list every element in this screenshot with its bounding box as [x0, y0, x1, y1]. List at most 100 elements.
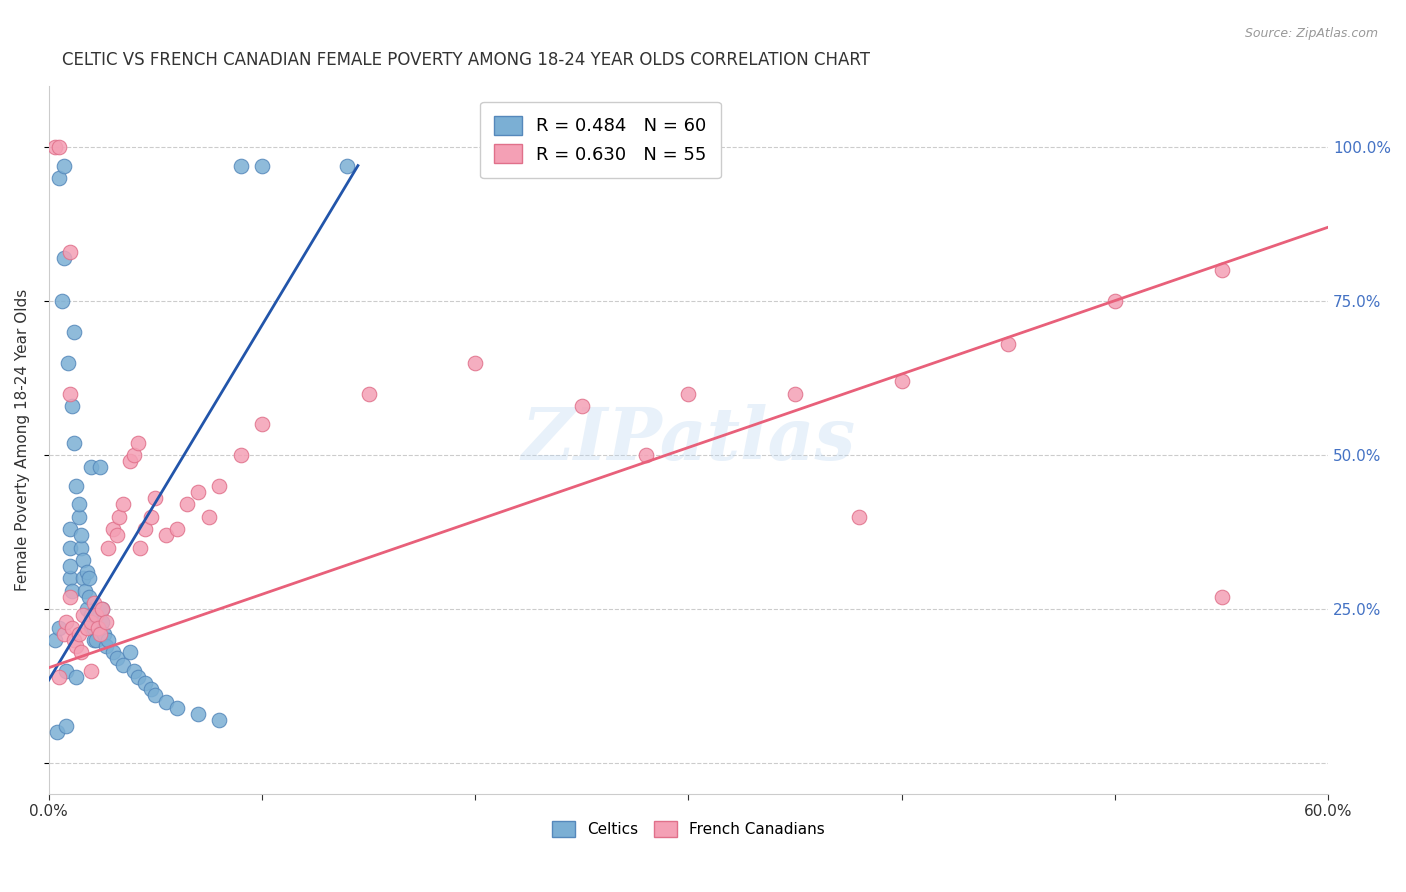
Point	[72, 608, 94, 623]
Point	[72, 571, 94, 585]
Point	[187, 485, 209, 500]
Point	[65, 670, 87, 684]
Point	[197, 509, 219, 524]
Point	[55, 664, 77, 678]
Point	[48, 621, 70, 635]
Point	[1211, 590, 1233, 604]
Point	[101, 522, 124, 536]
Point	[60, 621, 83, 635]
Point	[83, 621, 105, 635]
Point	[848, 509, 870, 524]
Point	[208, 479, 231, 493]
Text: CELTIC VS FRENCH CANADIAN FEMALE POVERTY AMONG 18-24 YEAR OLDS CORRELATION CHART: CELTIC VS FRENCH CANADIAN FEMALE POVERTY…	[62, 51, 869, 69]
Point	[129, 541, 152, 555]
Point	[250, 417, 273, 432]
Point	[80, 621, 103, 635]
Point	[96, 639, 118, 653]
Point	[55, 615, 77, 629]
Point	[783, 386, 806, 401]
Point	[67, 509, 90, 524]
Point	[96, 615, 118, 629]
Point	[127, 435, 149, 450]
Point	[87, 621, 110, 635]
Point	[91, 615, 114, 629]
Point	[166, 522, 188, 536]
Point	[76, 566, 98, 580]
Point	[69, 528, 91, 542]
Point	[112, 498, 135, 512]
Point	[997, 337, 1019, 351]
Point	[357, 386, 380, 401]
Point	[77, 590, 100, 604]
Point	[52, 251, 75, 265]
Point	[229, 448, 252, 462]
Point	[84, 608, 107, 623]
Point	[108, 509, 131, 524]
Point	[60, 399, 83, 413]
Point	[97, 541, 120, 555]
Point	[187, 706, 209, 721]
Point	[1211, 263, 1233, 277]
Point	[80, 460, 103, 475]
Point	[48, 670, 70, 684]
Point	[166, 700, 188, 714]
Point	[118, 645, 141, 659]
Point	[208, 713, 231, 727]
Point	[80, 615, 103, 629]
Point	[48, 170, 70, 185]
Point	[67, 627, 90, 641]
Point	[571, 399, 593, 413]
Point	[59, 571, 82, 585]
Point	[105, 651, 128, 665]
Point	[176, 498, 198, 512]
Point	[101, 645, 124, 659]
Y-axis label: Female Poverty Among 18-24 Year Olds: Female Poverty Among 18-24 Year Olds	[15, 289, 30, 591]
Point	[59, 559, 82, 574]
Point	[67, 498, 90, 512]
Point	[59, 522, 82, 536]
Point	[60, 583, 83, 598]
Text: Source: ZipAtlas.com: Source: ZipAtlas.com	[1244, 27, 1378, 40]
Point	[87, 621, 110, 635]
Point	[69, 541, 91, 555]
Point	[336, 159, 359, 173]
Point	[83, 632, 105, 647]
Point	[145, 491, 167, 506]
Point	[84, 632, 107, 647]
Point	[91, 602, 114, 616]
Point	[155, 695, 177, 709]
Point	[464, 356, 486, 370]
Point	[77, 571, 100, 585]
Point	[134, 676, 156, 690]
Point	[44, 632, 66, 647]
Point	[155, 528, 177, 542]
Point	[145, 689, 167, 703]
Point	[59, 541, 82, 555]
Point	[678, 386, 700, 401]
Point	[89, 460, 111, 475]
Point	[89, 627, 111, 641]
Point	[73, 583, 96, 598]
Point	[250, 159, 273, 173]
Point	[52, 159, 75, 173]
Point	[127, 670, 149, 684]
Point	[97, 632, 120, 647]
Point	[122, 664, 145, 678]
Point	[112, 657, 135, 672]
Point	[139, 509, 162, 524]
Point	[44, 140, 66, 154]
Point	[63, 325, 86, 339]
Point	[1104, 294, 1126, 309]
Point	[76, 621, 98, 635]
Point	[52, 627, 75, 641]
Point	[91, 602, 114, 616]
Point	[63, 435, 86, 450]
Point	[63, 632, 86, 647]
Point	[65, 639, 87, 653]
Point	[105, 528, 128, 542]
Legend: Celtics, French Canadians: Celtics, French Canadians	[546, 815, 831, 843]
Point	[46, 725, 69, 739]
Point	[55, 719, 77, 733]
Point	[118, 454, 141, 468]
Point	[122, 448, 145, 462]
